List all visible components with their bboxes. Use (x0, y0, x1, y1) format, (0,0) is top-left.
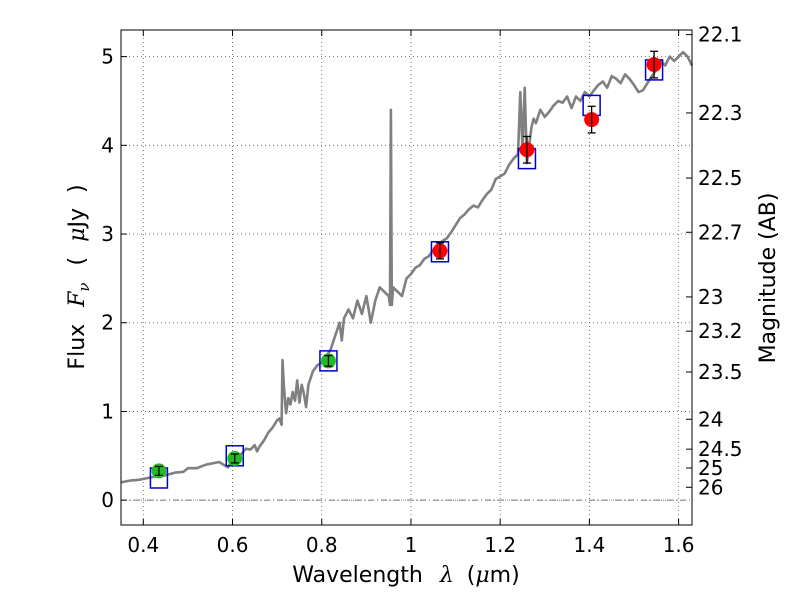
mag-tick-label: 22.7 (698, 220, 743, 244)
y-axis-label-subscript: ν (75, 282, 93, 291)
y-tick-label: 4 (101, 133, 114, 157)
y-tick-label: 0 (101, 488, 114, 512)
plot-frame (120, 29, 693, 526)
x-tick-label: 1.6 (663, 533, 695, 557)
mag-tick-label: 22.1 (698, 23, 743, 47)
model-box (430, 241, 450, 263)
y-tick-label: 3 (101, 222, 114, 246)
spectrum-line (120, 50, 694, 484)
mag-tick-label: 24.5 (698, 437, 743, 461)
y-axis-label-unit-close: ) (65, 184, 90, 193)
x-tick-label: 0.8 (306, 533, 338, 557)
y-axis-label-unit-mu: μ (65, 228, 90, 242)
x-axis-label-prefix: Wavelength (292, 563, 423, 588)
spectrum-layer (120, 50, 694, 484)
y-axis-label-prefix: Flux (65, 324, 90, 370)
mag-tick-label: 22.5 (698, 166, 743, 190)
x-axis-label-symbol: λ (439, 563, 454, 588)
x-tick-label: 1.2 (484, 533, 516, 557)
x-axis-label-unit-open: ( (467, 563, 476, 588)
x-tick-label: 0.4 (127, 533, 159, 557)
y-axis-label-unit-open: ( (65, 257, 90, 266)
y-tick-label: 5 (101, 45, 114, 69)
x-axis-label-unit-mu: μ (475, 563, 489, 588)
model-box (319, 350, 338, 372)
mag-tick-label: 22.3 (698, 101, 743, 125)
y-axis-label-unit-rest: Jy (65, 208, 90, 230)
grid-lines (121, 30, 692, 525)
x-axis-label: Wavelength λ (μm) (292, 563, 519, 588)
x-tick-label: 0.6 (217, 533, 249, 557)
mag-tick-label: 23.2 (698, 319, 743, 343)
x-axis-label-unit-rest: m) (490, 563, 520, 588)
mag-tick-label: 24 (698, 407, 723, 431)
mag-tick-label: 26 (698, 475, 723, 499)
y-axis-label: Flux Fν ( μJy ) (65, 184, 95, 369)
y-tick-label: 2 (101, 311, 114, 335)
x-tick-label: 1.4 (573, 533, 605, 557)
markers-layer (149, 50, 664, 489)
y2-axis-label: Magnitude (AB) (756, 193, 781, 364)
mag-tick-label: 23.5 (698, 360, 743, 384)
x-tick-label: 1 (405, 533, 418, 557)
mag-tick-label: 25 (698, 456, 723, 480)
y-axis-label-symbol: F (65, 291, 90, 308)
y-tick-label: 1 (101, 399, 114, 423)
ticks-layer: 0.4 0.6 0.8 1 1.2 1.4 1.601234522.122.322.522.… (101, 23, 742, 557)
mag-tick-label: 23 (698, 285, 723, 309)
